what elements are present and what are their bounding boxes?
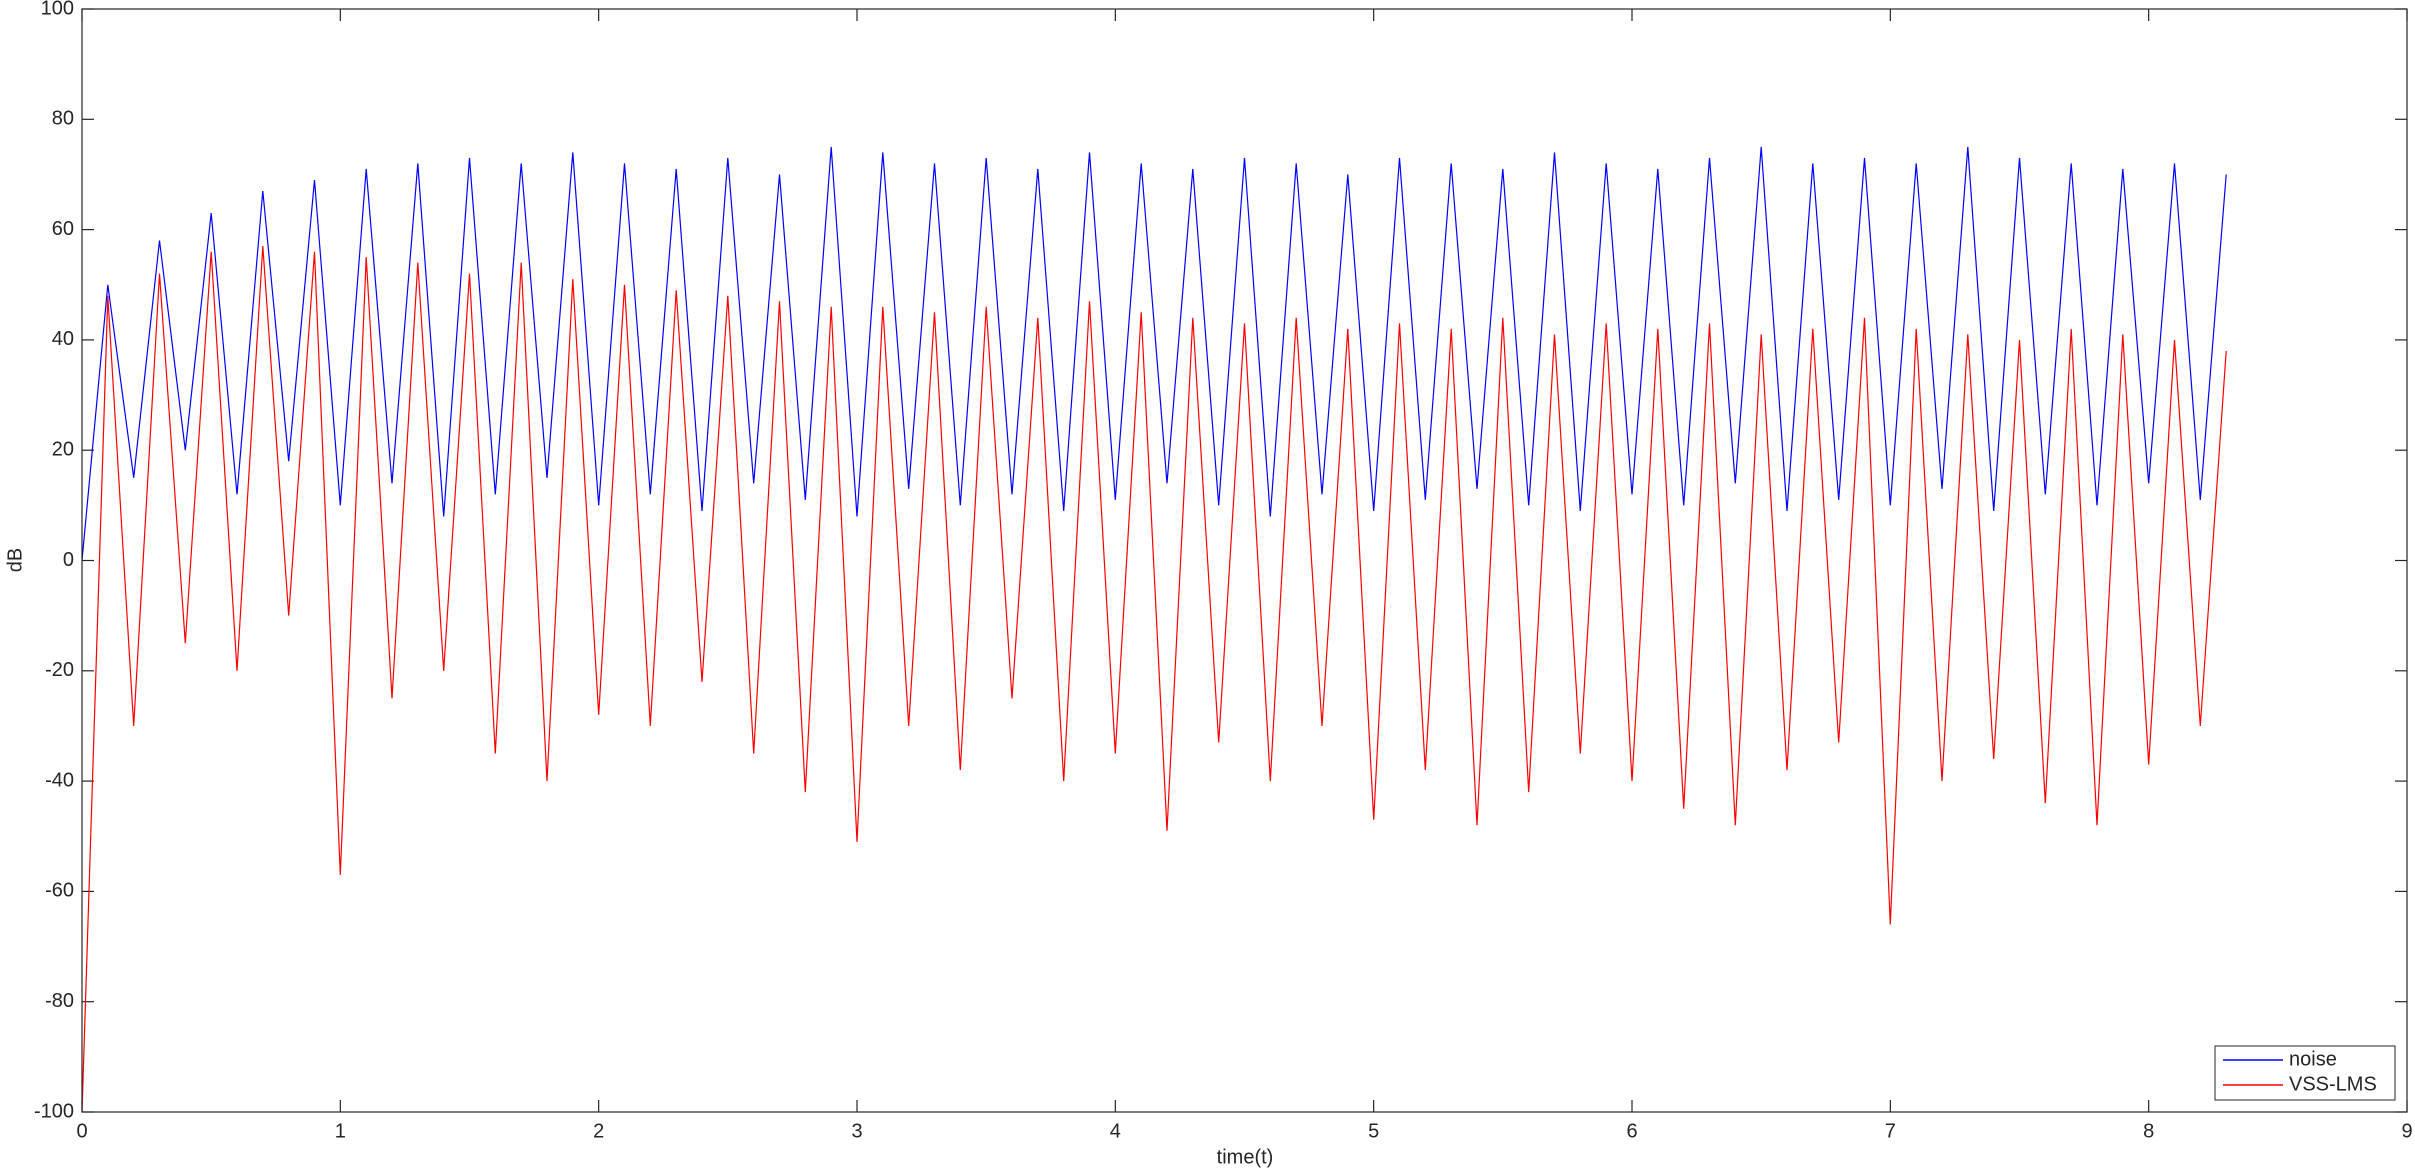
y-axis-label: dB	[4, 548, 26, 572]
x-axis-label: time(t)	[1217, 1146, 1274, 1168]
x-tick-label: 1	[335, 1120, 346, 1142]
y-tick-label: -20	[45, 659, 74, 681]
x-tick-label: 7	[1885, 1120, 1896, 1142]
x-tick-label: 3	[851, 1120, 862, 1142]
y-tick-label: 80	[52, 108, 74, 130]
y-tick-label: -40	[45, 769, 74, 791]
series-line	[82, 246, 2227, 1112]
plot-frame	[81, 8, 2408, 1113]
x-tick-label: 2	[593, 1120, 604, 1142]
y-tick-label: 60	[52, 218, 74, 240]
y-tick-label: -80	[45, 990, 74, 1012]
x-tick-label: 8	[2143, 1120, 2154, 1142]
y-tick-label: 20	[52, 438, 74, 460]
series-line	[82, 146, 2227, 561]
x-tick-label: 0	[76, 1120, 87, 1142]
y-tick-label: 40	[52, 328, 74, 350]
y-tick-label: 100	[41, 0, 74, 19]
y-tick-label: 0	[63, 549, 74, 571]
legend-label: noise	[2289, 1048, 2337, 1070]
legend-label: VSS-LMS	[2289, 1073, 2377, 1095]
x-tick-label: 9	[2401, 1120, 2412, 1142]
x-tick-label: 6	[1626, 1120, 1637, 1142]
x-tick-label: 4	[1110, 1120, 1121, 1142]
y-tick-label: -60	[45, 880, 74, 902]
y-tick-label: -100	[34, 1100, 74, 1122]
x-tick-label: 5	[1368, 1120, 1379, 1142]
legend-box	[2214, 1045, 2396, 1101]
